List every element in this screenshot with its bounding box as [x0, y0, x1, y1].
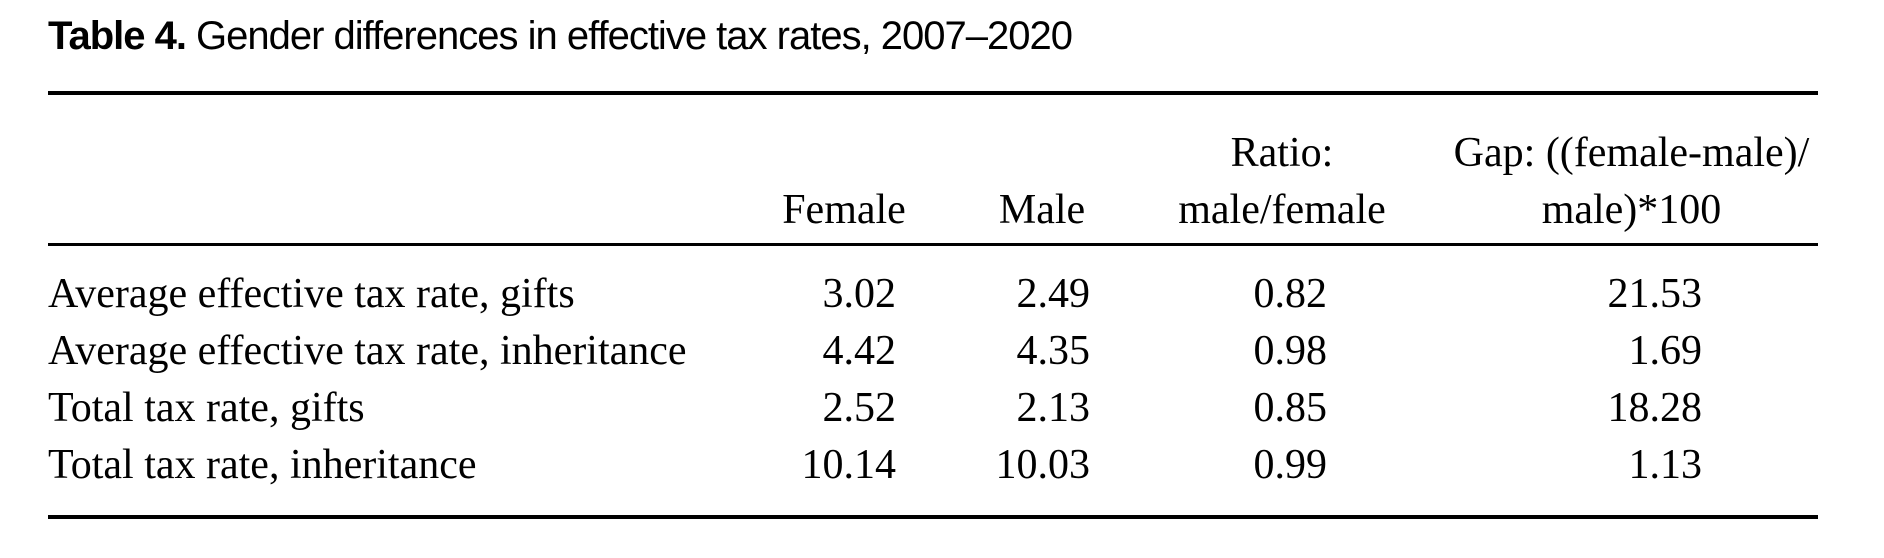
female-value-cell: 2.52 [822, 385, 897, 431]
ratio-value-cell: 0.98 [1253, 328, 1328, 374]
gap-value-cell: 1.13 [1628, 442, 1703, 488]
column-header-ratio: Ratio: male/female [1154, 95, 1445, 241]
gap-value-cell: 21.53 [1607, 271, 1703, 317]
column-header-gap-line2: male)*100 [1541, 187, 1722, 233]
table-caption: Table 4. Gender differences in effective … [48, 14, 1073, 59]
column-header-rowlabel-empty [48, 95, 768, 241]
table-header-row: Female Male Ratio: male/female Gap: ((fe… [48, 95, 1818, 241]
table-caption-label: Table 4. [48, 14, 187, 58]
column-header-female: Female [768, 95, 956, 241]
table-bottom-rule [48, 515, 1818, 519]
female-value-cell: 10.14 [801, 442, 897, 488]
gap-value-cell: 1.69 [1628, 328, 1703, 374]
column-header-female-label: Female [782, 187, 906, 233]
male-value-cell: 2.13 [1016, 385, 1091, 431]
female-value-cell: 3.02 [822, 271, 897, 317]
male-value-cell: 2.49 [1016, 271, 1091, 317]
column-header-gap: Gap: ((female-male)/ male)*100 [1445, 95, 1818, 241]
ratio-value-cell: 0.99 [1253, 442, 1328, 488]
column-header-gap-line1: Gap: ((female-male)/ [1453, 130, 1810, 176]
ratio-value-cell: 0.85 [1253, 385, 1328, 431]
row-label: Average effective tax rate, inheritance [48, 328, 687, 374]
row-label: Total tax rate, gifts [48, 385, 365, 431]
column-header-male: Male [956, 95, 1154, 241]
male-value-cell: 10.03 [995, 442, 1091, 488]
column-header-ratio-line2: male/female [1178, 187, 1386, 233]
table-caption-text: Gender differences in effective tax rate… [195, 14, 1073, 58]
ratio-value-cell: 0.82 [1253, 271, 1328, 317]
gap-value-cell: 18.28 [1607, 385, 1703, 431]
female-value-cell: 4.42 [822, 328, 897, 374]
row-label: Average effective tax rate, gifts [48, 271, 575, 317]
column-header-ratio-line1: Ratio: [1230, 130, 1334, 176]
table-header-rule [48, 243, 1818, 246]
column-header-male-label: Male [998, 187, 1086, 233]
table-body: Average effective tax rate, gifts 3.02 2… [48, 246, 1818, 494]
table-top-rule [48, 91, 1818, 95]
row-label: Total tax rate, inheritance [48, 442, 477, 488]
male-value-cell: 4.35 [1016, 328, 1091, 374]
